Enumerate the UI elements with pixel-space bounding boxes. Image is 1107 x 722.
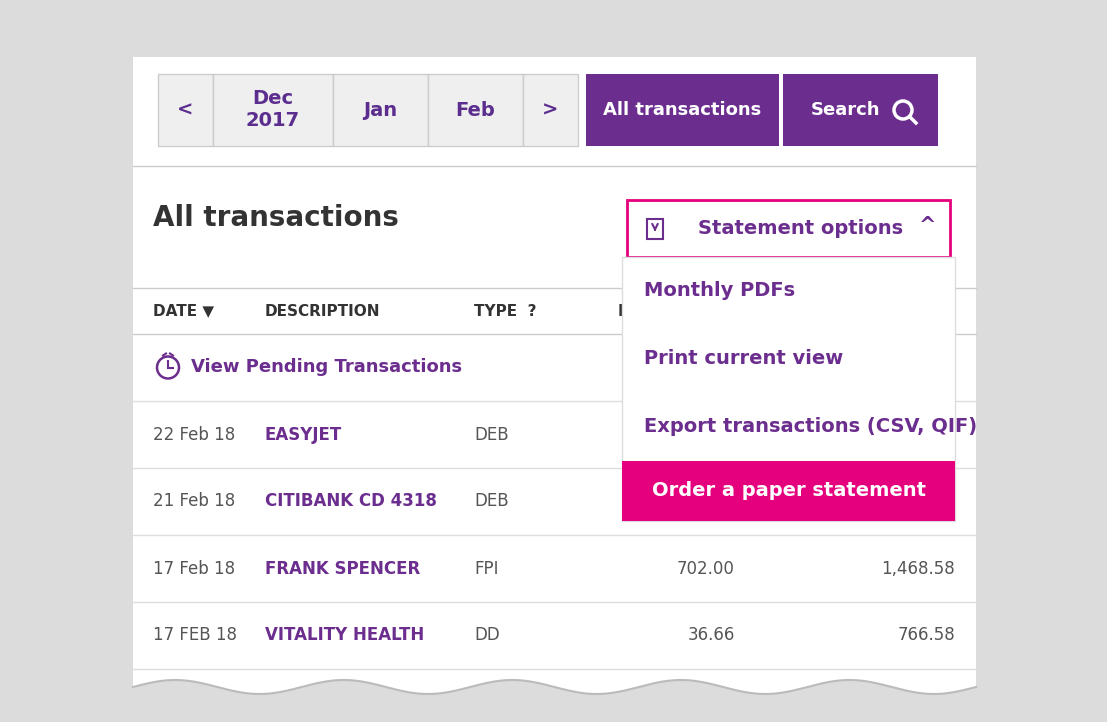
Text: 17 FEB 18: 17 FEB 18 bbox=[153, 627, 237, 645]
Text: DATE ▼: DATE ▼ bbox=[153, 303, 214, 318]
Text: FRANK SPENCER: FRANK SPENCER bbox=[265, 560, 421, 578]
FancyBboxPatch shape bbox=[133, 57, 976, 695]
FancyBboxPatch shape bbox=[523, 74, 578, 146]
Text: Search: Search bbox=[810, 101, 880, 119]
FancyBboxPatch shape bbox=[622, 461, 955, 521]
Text: Dec
2017: Dec 2017 bbox=[246, 90, 300, 131]
Text: VITALITY HEALTH: VITALITY HEALTH bbox=[265, 627, 424, 645]
Text: All transactions: All transactions bbox=[603, 101, 762, 119]
Text: <: < bbox=[177, 100, 194, 120]
Text: DD: DD bbox=[474, 627, 499, 645]
Text: DEB: DEB bbox=[474, 492, 508, 510]
FancyBboxPatch shape bbox=[627, 200, 950, 257]
Text: Monthly PDFs: Monthly PDFs bbox=[644, 282, 795, 300]
FancyBboxPatch shape bbox=[158, 74, 213, 146]
FancyBboxPatch shape bbox=[586, 74, 779, 146]
FancyBboxPatch shape bbox=[333, 74, 428, 146]
Text: All transactions: All transactions bbox=[153, 204, 399, 232]
Text: 21 Feb 18: 21 Feb 18 bbox=[153, 492, 236, 510]
Text: Jan: Jan bbox=[363, 100, 397, 120]
Text: I: I bbox=[618, 303, 623, 318]
Text: Print current view: Print current view bbox=[644, 349, 844, 368]
Text: CITIBANK CD 4318: CITIBANK CD 4318 bbox=[265, 492, 437, 510]
Text: ^: ^ bbox=[919, 217, 937, 237]
Text: 702.00: 702.00 bbox=[677, 560, 735, 578]
Text: 1,468.58: 1,468.58 bbox=[881, 560, 955, 578]
FancyBboxPatch shape bbox=[213, 74, 333, 146]
FancyBboxPatch shape bbox=[646, 219, 663, 238]
Text: DESCRIPTION: DESCRIPTION bbox=[265, 303, 381, 318]
Text: Order a paper statement: Order a paper statement bbox=[652, 482, 925, 500]
Text: 36.66: 36.66 bbox=[687, 627, 735, 645]
FancyBboxPatch shape bbox=[428, 74, 523, 146]
Text: EASYJET: EASYJET bbox=[265, 425, 342, 443]
Text: View Pending Transactions: View Pending Transactions bbox=[192, 359, 462, 376]
Text: DEB: DEB bbox=[474, 425, 508, 443]
Text: TYPE  ?: TYPE ? bbox=[474, 303, 537, 318]
Text: Feb: Feb bbox=[456, 100, 495, 120]
Text: FPI: FPI bbox=[474, 560, 498, 578]
Text: 766.58: 766.58 bbox=[898, 627, 955, 645]
Text: Statement options: Statement options bbox=[697, 219, 903, 238]
FancyBboxPatch shape bbox=[622, 257, 955, 521]
Text: 17 Feb 18: 17 Feb 18 bbox=[153, 560, 235, 578]
FancyBboxPatch shape bbox=[783, 74, 938, 146]
Text: Export transactions (CSV, QIF): Export transactions (CSV, QIF) bbox=[644, 417, 977, 437]
Text: 22 Feb 18: 22 Feb 18 bbox=[153, 425, 236, 443]
Text: >: > bbox=[542, 100, 559, 120]
